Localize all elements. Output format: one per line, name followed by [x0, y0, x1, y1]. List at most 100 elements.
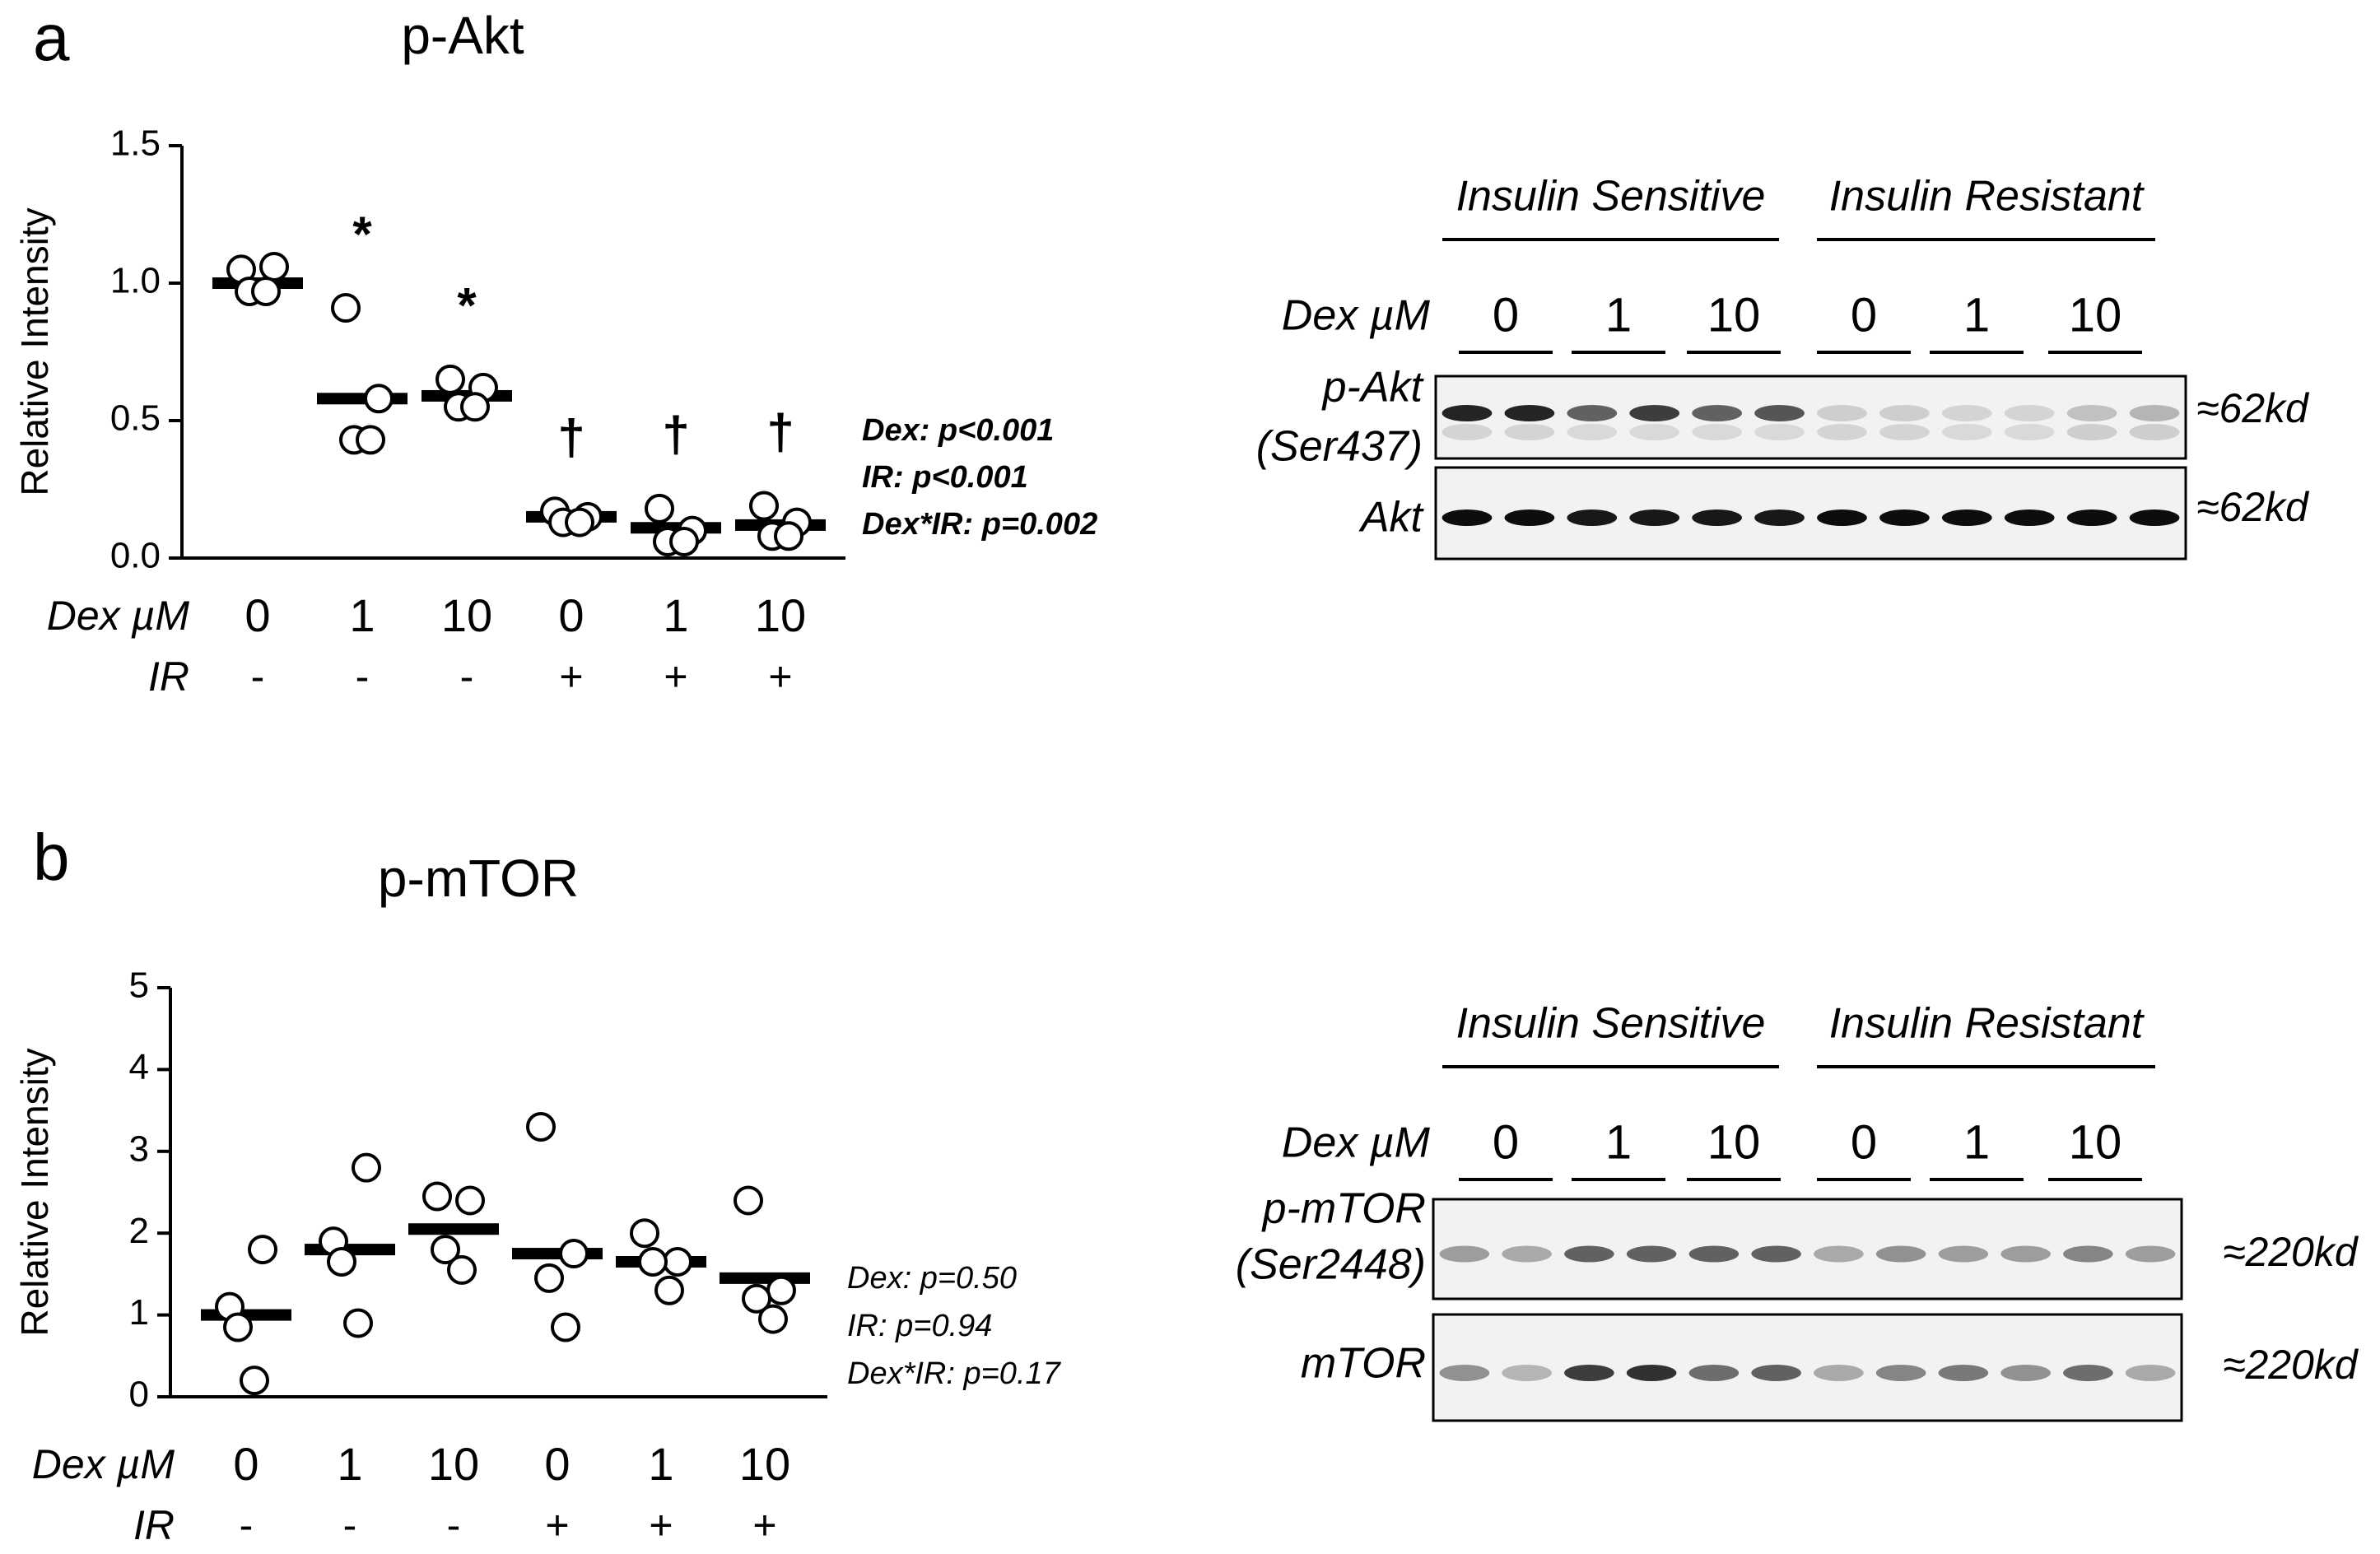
- dose-label: 1: [1605, 288, 1632, 342]
- band: [2125, 1364, 2176, 1381]
- blot-box: [1432, 1313, 2183, 1422]
- data-point: [364, 384, 394, 414]
- band: [1567, 424, 1618, 440]
- stats-text: Dex*IR: p=0.002: [862, 507, 1097, 542]
- group-label: Insulin Resistant: [1829, 173, 2145, 221]
- data-point: [559, 1239, 589, 1269]
- y-tick-label: 0.0: [110, 536, 161, 576]
- data-point: [431, 1235, 460, 1265]
- x-tick-label: 0: [558, 589, 584, 641]
- x-tick-label: 10: [428, 1438, 479, 1490]
- band: [1692, 405, 1742, 421]
- row-label: Dex µM: [47, 593, 190, 639]
- y-tick-label: 3: [129, 1128, 149, 1169]
- data-point: [356, 425, 385, 455]
- data-point: [565, 507, 594, 537]
- band: [1814, 1364, 1864, 1381]
- y-tick-label: 4: [129, 1047, 149, 1087]
- data-point: [742, 1283, 771, 1314]
- mean-bar: [408, 1223, 499, 1235]
- row-label: IR: [133, 1502, 175, 1548]
- data-point: [766, 1275, 796, 1305]
- band: [1941, 509, 1992, 527]
- data-point: [534, 1263, 564, 1293]
- band: [1564, 1364, 1614, 1381]
- x-tick-label: 1: [349, 589, 375, 641]
- y-tick-label: 0: [129, 1375, 149, 1415]
- band: [1875, 1245, 1926, 1263]
- band: [1502, 1245, 1552, 1263]
- data-point: [654, 1275, 684, 1305]
- band: [1564, 1245, 1614, 1263]
- band: [2129, 424, 2180, 440]
- dose-label: 1: [1963, 1115, 1990, 1169]
- band: [1439, 1245, 1490, 1263]
- x-tick-label: 0: [233, 1438, 258, 1490]
- y-tick-label: 1.0: [110, 261, 161, 301]
- x-tick-label: 1: [337, 1438, 362, 1490]
- blot-row-label: (Ser437): [1256, 423, 1423, 471]
- significance-mark: †: [557, 410, 585, 465]
- dose-label: 0: [1851, 288, 1877, 342]
- band: [1817, 509, 1867, 527]
- dose-label: 10: [1707, 288, 1761, 342]
- ir-label: +: [752, 1502, 776, 1548]
- band: [1567, 509, 1618, 527]
- band: [1751, 1245, 1801, 1263]
- y-tick-label: 0.5: [110, 398, 161, 439]
- band: [1442, 509, 1493, 527]
- dose-label: 10: [2069, 288, 2122, 342]
- ir-label: -: [343, 1502, 357, 1548]
- band: [1817, 405, 1867, 421]
- data-point: [240, 1366, 269, 1396]
- ir-label: +: [768, 654, 792, 700]
- ir-label: +: [649, 1502, 673, 1548]
- stats-text: IR: p<0.001: [862, 460, 1028, 495]
- y-axis-label: Relative Intensity: [13, 207, 56, 496]
- group-label: Insulin Resistant: [1829, 1000, 2145, 1048]
- band: [1754, 509, 1805, 527]
- band: [2129, 509, 2180, 527]
- blot-row-label: p-mTOR: [1261, 1185, 1426, 1233]
- data-point: [551, 1312, 580, 1342]
- band: [2000, 1245, 2051, 1263]
- dose-label: 0: [1493, 288, 1519, 342]
- data-point: [223, 1312, 253, 1342]
- blot-row-label: Akt: [1358, 494, 1425, 542]
- panel-letter: b: [33, 821, 70, 894]
- significance-mark: *: [352, 207, 372, 262]
- data-point: [259, 251, 289, 281]
- ir-label: -: [447, 1502, 461, 1548]
- x-tick-label: 0: [245, 589, 270, 641]
- band: [1502, 1364, 1552, 1381]
- stats-text: Dex: p<0.001: [862, 413, 1054, 448]
- y-axis-label: Relative Intensity: [13, 1048, 56, 1336]
- data-point: [774, 521, 803, 551]
- y-tick-label: 5: [129, 965, 149, 1006]
- data-point: [734, 1185, 763, 1216]
- data-point: [343, 1308, 373, 1338]
- group-label: Insulin Sensitive: [1456, 173, 1766, 221]
- row-label: IR: [148, 654, 189, 700]
- band: [1688, 1364, 1740, 1381]
- band: [2066, 509, 2117, 527]
- blot-box: [1434, 466, 2187, 561]
- ir-label: -: [251, 654, 265, 700]
- blot-row-label: mTOR: [1301, 1340, 1426, 1388]
- band: [1938, 1245, 1989, 1263]
- band: [1629, 405, 1680, 421]
- data-point: [460, 392, 490, 422]
- size-label: ≈62kd: [2196, 385, 2310, 431]
- data-point: [758, 1304, 788, 1334]
- band: [1692, 424, 1742, 440]
- x-tick-label: 10: [755, 589, 806, 641]
- data-point: [638, 1246, 668, 1277]
- ir-label: -: [460, 654, 474, 700]
- band: [2004, 405, 2055, 421]
- data-point: [248, 1235, 277, 1265]
- ir-label: +: [545, 1502, 569, 1548]
- band: [1754, 405, 1805, 421]
- band: [2004, 424, 2055, 440]
- mean-bar: [720, 1272, 810, 1284]
- dose-row-label: Dex µM: [1282, 292, 1431, 340]
